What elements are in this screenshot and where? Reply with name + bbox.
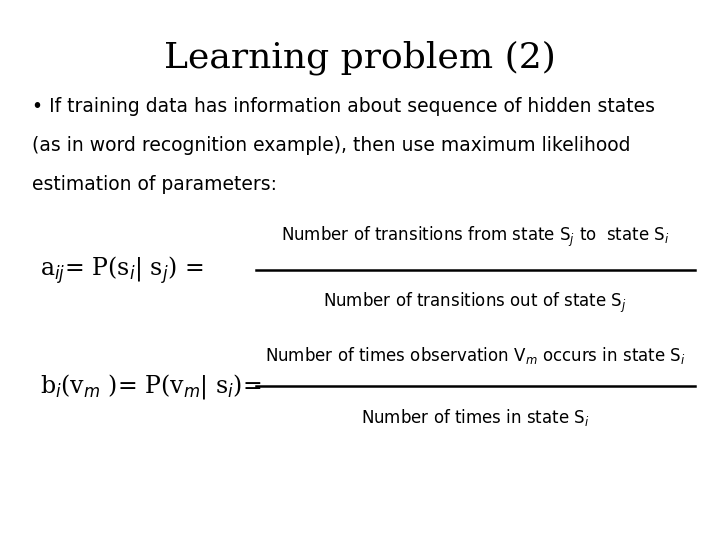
Text: Number of times in state S$_i$: Number of times in state S$_i$	[361, 407, 590, 428]
Text: (as in word recognition example), then use maximum likelihood: (as in word recognition example), then u…	[32, 136, 631, 155]
Text: Learning problem (2): Learning problem (2)	[164, 40, 556, 75]
Text: a$_{ij}$= P(s$_{i}$| s$_{j}$) =: a$_{ij}$= P(s$_{i}$| s$_{j}$) =	[40, 254, 203, 286]
Text: b$_{i}$(v$_{m}$ )= P(v$_{m}$| s$_{i}$)=: b$_{i}$(v$_{m}$ )= P(v$_{m}$| s$_{i}$)=	[40, 372, 261, 401]
Text: Number of transitions from state S$_j$ to  state S$_i$: Number of transitions from state S$_j$ t…	[281, 225, 670, 249]
Text: • If training data has information about sequence of hidden states: • If training data has information about…	[32, 97, 655, 116]
Text: Number of times observation V$_m$ occurs in state S$_i$: Number of times observation V$_m$ occurs…	[265, 345, 685, 366]
Text: Number of transitions out of state S$_j$: Number of transitions out of state S$_j$	[323, 291, 627, 315]
Text: estimation of parameters:: estimation of parameters:	[32, 175, 277, 194]
